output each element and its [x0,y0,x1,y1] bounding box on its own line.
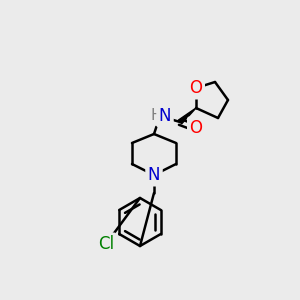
Text: O: O [190,119,202,137]
Text: O: O [190,79,202,97]
Text: Cl: Cl [98,235,114,253]
Polygon shape [178,108,196,124]
Text: N: N [148,166,160,184]
Text: N: N [159,107,171,125]
Text: H: H [150,109,162,124]
